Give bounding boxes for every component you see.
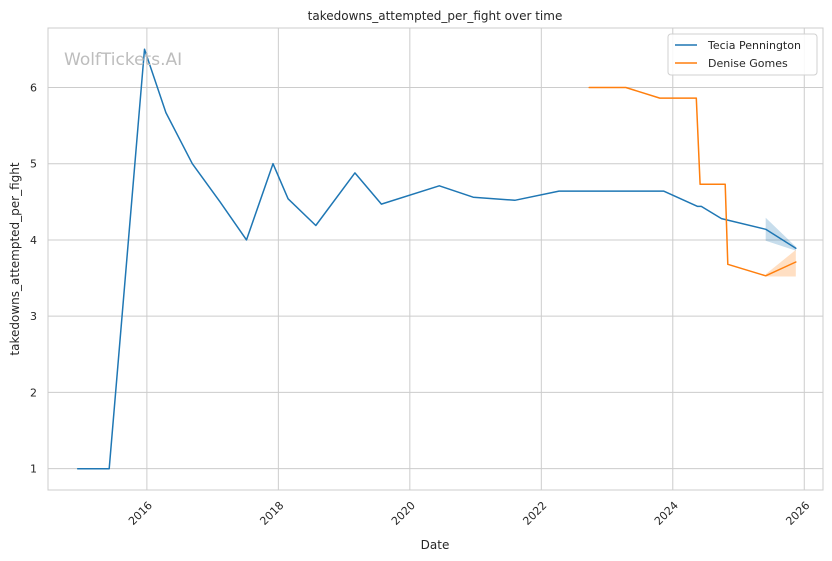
- y-tick-label: 5: [30, 158, 37, 171]
- y-axis-label: takedowns_attempted_per_fight: [8, 162, 22, 355]
- series-lines: [76, 48, 797, 470]
- plot-frame: [47, 27, 824, 491]
- confidence-bands: [765, 217, 796, 277]
- y-tick-label: 3: [30, 310, 37, 323]
- gridlines: [48, 28, 823, 490]
- watermark: WolfTickets.AI: [64, 50, 182, 70]
- y-tick-label: 2: [30, 386, 37, 399]
- x-axis-label: Date: [421, 538, 450, 552]
- y-axis-ticks: 1 2 3 4 5 6: [30, 81, 37, 475]
- y-tick-label: 4: [30, 234, 37, 247]
- legend-label-0: Tecia Pennington: [707, 39, 801, 52]
- chart-title: takedowns_attempted_per_fight over time: [308, 9, 563, 23]
- series-line-1: [588, 86, 797, 277]
- legend-label-1: Denise Gomes: [708, 57, 788, 70]
- legend: Tecia Pennington Denise Gomes: [667, 33, 818, 76]
- series-band-1: [765, 249, 796, 277]
- y-tick-label: 1: [30, 463, 37, 476]
- legend-box: [667, 33, 818, 76]
- series-band-0: [765, 217, 796, 251]
- y-tick-label: 6: [30, 81, 37, 94]
- series-line-0: [76, 48, 797, 470]
